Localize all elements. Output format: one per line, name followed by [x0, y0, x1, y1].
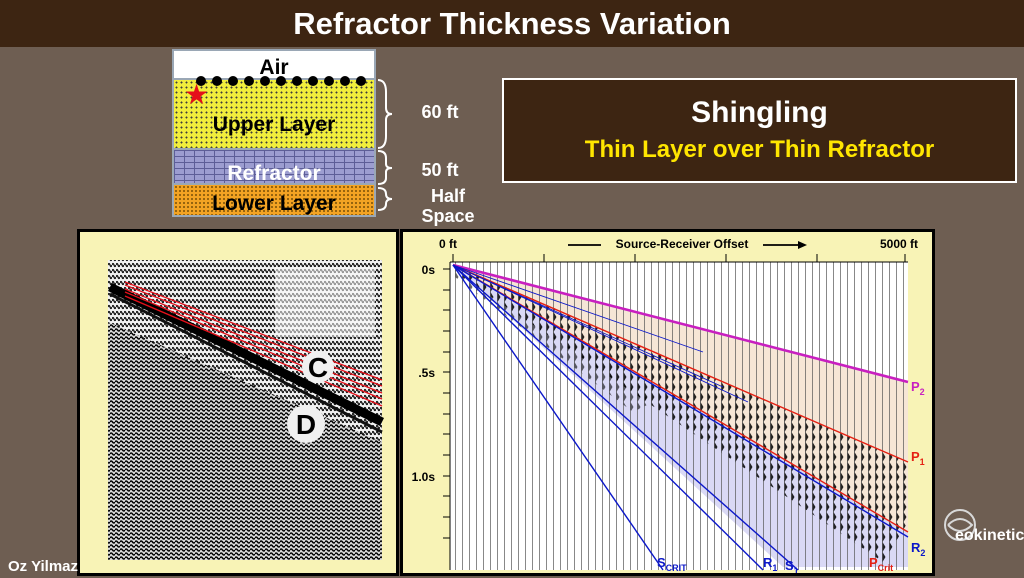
thickness-braces	[377, 79, 393, 211]
air-layer: Air	[172, 49, 376, 80]
time-tick-10s: 1.0s	[412, 470, 436, 484]
event-r1-label: R1	[763, 555, 777, 573]
offset-axis-title: Source-Receiver Offset	[616, 237, 749, 251]
event-r2-label: R2	[911, 540, 925, 558]
field-record-image: C D	[107, 260, 385, 560]
event-p1-label: P1	[911, 449, 925, 467]
thickness-60ft: 60 ft	[421, 102, 459, 122]
time-tick-05s: .5s	[418, 366, 435, 380]
upper-layer-label: Upper Layer	[212, 113, 336, 136]
event-c-label: C	[308, 352, 328, 383]
event-s1-label: S1	[785, 558, 799, 573]
slide-title: Refractor Thickness Variation	[0, 0, 1024, 47]
event-p2-label: P2	[911, 379, 925, 397]
offset-0ft-label: 0 ft	[439, 237, 457, 251]
air-label: Air	[259, 56, 289, 79]
earth-model: Air Upper Layer Refractor Lower Layer	[172, 49, 376, 217]
event-d-label: D	[296, 409, 316, 440]
half-space-label: Half Space	[421, 186, 475, 226]
logo-text: eokinetics	[955, 527, 1024, 544]
receiver-dots	[196, 76, 366, 88]
event-pcrit-label: PCrit	[869, 555, 893, 573]
lower-layer: Lower Layer	[172, 185, 376, 217]
refractor-label: Refractor	[227, 162, 321, 185]
synthetic-gather-plot: 0 ft 5000 ft Source-Receiver Offset 0s .…	[412, 237, 926, 576]
logo-swirl-icon	[944, 509, 976, 541]
shingling-subheading: Thin Layer over Thin Refractor	[584, 136, 935, 163]
field-record-panel: C D	[77, 229, 399, 576]
synthetic-gather-panel: 0 ft 5000 ft Source-Receiver Offset 0s .…	[400, 229, 935, 576]
offset-5000ft-label: 5000 ft	[880, 237, 918, 251]
event-scrit-label: SCRIT	[657, 555, 687, 573]
shingling-callout: Shingling Thin Layer over Thin Refractor	[502, 78, 1017, 183]
time-tick-0s: 0s	[422, 263, 436, 277]
lower-layer-label: Lower Layer	[212, 192, 336, 215]
thickness-50ft: 50 ft	[421, 160, 459, 180]
author-credit: Oz Yilmaz	[8, 558, 79, 575]
source-star-icon: ★	[184, 79, 210, 110]
shingling-heading: Shingling	[691, 96, 828, 129]
refractor-layer: Refractor	[172, 150, 376, 185]
upper-layer: Upper Layer	[172, 80, 376, 150]
